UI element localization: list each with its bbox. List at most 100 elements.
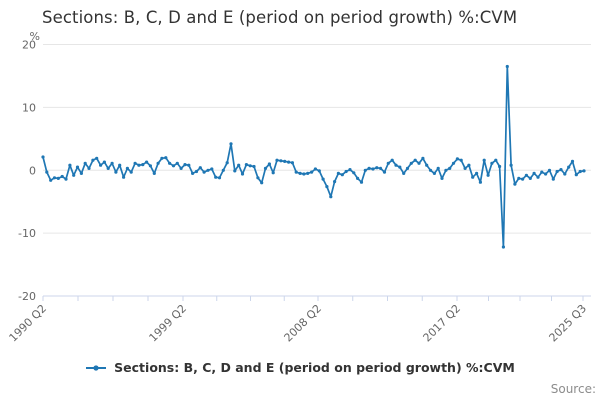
data-point-marker — [191, 171, 195, 175]
data-point-marker — [413, 158, 417, 162]
data-point-marker — [233, 169, 237, 173]
data-point-marker — [428, 168, 433, 172]
data-point-marker — [310, 170, 314, 174]
data-point-marker — [359, 180, 364, 184]
data-point-marker — [183, 163, 187, 167]
data-point-marker — [187, 163, 191, 167]
legend-marker-icon — [86, 364, 107, 371]
data-point-marker — [302, 172, 306, 176]
data-point-marker — [202, 170, 206, 174]
x-tick-label: 1999 Q2 — [147, 302, 190, 345]
data-point-marker — [421, 156, 425, 160]
data-point-marker — [99, 163, 103, 167]
data-point-marker — [79, 171, 83, 175]
data-point-marker — [555, 169, 559, 174]
data-point-marker — [313, 167, 317, 171]
data-point-marker — [237, 163, 241, 167]
data-point-marker — [152, 171, 156, 175]
data-point-marker — [567, 165, 571, 169]
source-label: Source: — [550, 382, 596, 396]
data-point-marker — [467, 163, 471, 167]
data-point-marker — [386, 161, 390, 165]
data-point-marker — [141, 163, 145, 167]
data-point-marker — [463, 166, 467, 170]
data-point-marker — [540, 170, 544, 174]
data-point-marker — [87, 166, 91, 170]
data-point-marker — [321, 177, 325, 181]
data-point-marker — [137, 163, 141, 167]
legend[interactable]: Sections: B, C, D and E (period on perio… — [0, 360, 600, 375]
data-point-marker — [164, 156, 168, 160]
data-point-marker — [444, 168, 448, 172]
data-point-marker — [45, 170, 49, 174]
data-point-marker — [482, 158, 486, 162]
data-point-marker — [394, 163, 398, 167]
data-point-marker — [287, 160, 291, 164]
data-point-marker — [275, 158, 279, 162]
data-point-marker — [68, 163, 72, 167]
data-point-marker — [513, 182, 517, 186]
data-point-marker — [122, 175, 126, 179]
data-point-marker — [494, 158, 498, 162]
y-tick-label: 0 — [29, 164, 36, 177]
data-point-marker — [329, 195, 333, 199]
data-point-marker — [290, 161, 294, 165]
data-point-marker — [279, 159, 283, 163]
data-point-marker — [179, 166, 183, 170]
data-point-marker — [417, 161, 421, 165]
data-point-marker — [528, 176, 532, 180]
data-point-marker — [214, 175, 218, 179]
data-point-marker — [498, 164, 502, 169]
data-series — [41, 64, 586, 249]
data-point-marker — [75, 165, 80, 169]
data-point-marker — [517, 176, 521, 180]
data-point-marker — [317, 169, 321, 173]
data-point-marker — [118, 163, 122, 167]
data-point-marker — [283, 159, 287, 163]
data-point-marker — [129, 170, 133, 174]
data-point-marker — [221, 168, 225, 172]
data-point-marker — [171, 164, 176, 168]
data-point-marker — [551, 177, 555, 181]
data-point-marker — [148, 164, 152, 168]
data-point-marker — [451, 161, 456, 165]
data-point-marker — [160, 156, 164, 160]
series-line — [42, 65, 585, 248]
data-point-marker — [475, 171, 479, 175]
data-point-marker — [64, 177, 68, 181]
data-point-marker — [390, 158, 394, 162]
data-point-marker — [425, 163, 429, 167]
data-point-marker — [490, 161, 494, 165]
data-point-marker — [114, 170, 118, 174]
data-point-marker — [367, 166, 371, 170]
data-point-marker — [375, 166, 379, 170]
data-point-marker — [340, 173, 344, 177]
data-point-marker — [382, 170, 387, 174]
chart-title: Sections: B, C, D and E (period on perio… — [42, 8, 518, 27]
data-point-marker — [252, 164, 256, 169]
data-point-marker — [194, 169, 199, 174]
data-point-marker — [436, 166, 440, 170]
data-point-marker — [402, 171, 406, 175]
y-axis-unit-label: % — [30, 30, 40, 43]
data-point-marker — [72, 173, 76, 177]
data-point-marker — [102, 160, 106, 164]
data-point-marker — [145, 160, 149, 164]
data-point-marker — [471, 175, 475, 179]
data-point-marker — [459, 158, 463, 162]
data-point-marker — [509, 163, 513, 167]
x-tick-label: 1990 Q2 — [7, 302, 50, 345]
data-point-marker — [336, 171, 340, 175]
data-point-marker — [348, 168, 352, 172]
data-point-marker — [83, 161, 87, 165]
x-tick-label: 2025 Q3 — [547, 302, 590, 345]
data-point-marker — [217, 176, 222, 180]
x-tick-label: 2017 Q2 — [421, 302, 464, 345]
data-point-marker — [455, 157, 459, 161]
data-point-marker — [478, 180, 482, 184]
y-tick-label: 20 — [22, 39, 36, 52]
data-point-marker — [156, 161, 160, 165]
data-point-marker — [294, 170, 298, 174]
data-point-marker — [41, 155, 45, 159]
